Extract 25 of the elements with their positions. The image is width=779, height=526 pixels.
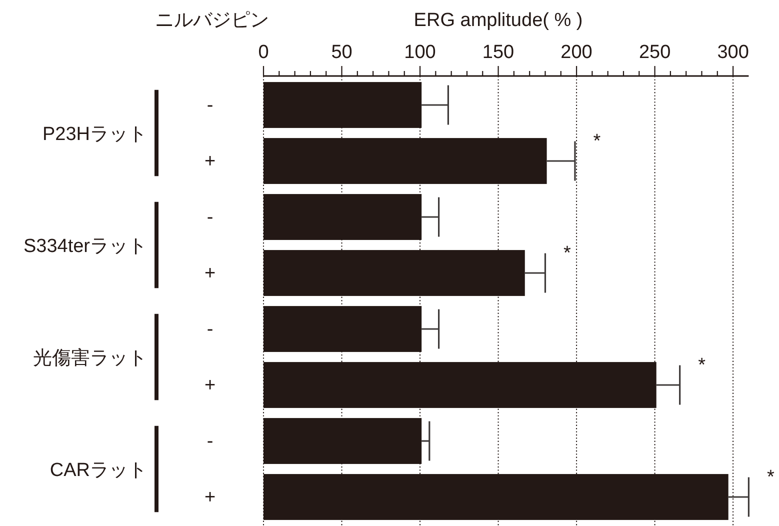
series-name: -	[206, 95, 214, 116]
tick-label: 150	[482, 42, 514, 63]
series-name: +	[204, 151, 216, 172]
annotation: *	[593, 131, 601, 152]
series-name: +	[204, 487, 216, 508]
category-label: 光傷害ラット	[33, 348, 147, 369]
annotation: *	[564, 243, 571, 264]
series-name: +	[204, 375, 216, 396]
category-label: S334terラット	[23, 236, 147, 257]
xlabel: ERG amplitude( % )	[414, 10, 583, 31]
legend-title: ニルバジピン	[155, 10, 269, 31]
annotation: *	[767, 467, 774, 488]
category-label: CARラット	[50, 460, 147, 481]
tick-label: 200	[560, 42, 592, 63]
series-name: -	[206, 431, 214, 452]
tick-label: 300	[717, 42, 749, 63]
series-name: +	[204, 263, 216, 284]
series-name: -	[206, 319, 214, 340]
tick-label: 50	[331, 42, 352, 63]
tick-label: 0	[258, 42, 269, 63]
category-label: P23Hラット	[42, 124, 147, 145]
tick-label: 100	[404, 42, 436, 63]
tick-label: 250	[638, 42, 671, 63]
series-name: -	[206, 207, 214, 228]
annotation: *	[698, 355, 706, 376]
